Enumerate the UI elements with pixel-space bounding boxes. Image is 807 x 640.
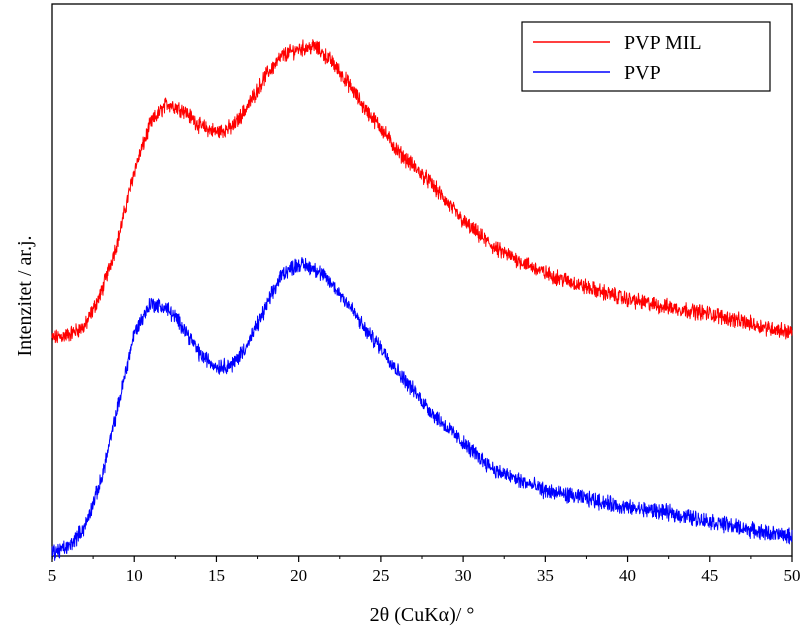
legend-box: [521, 21, 771, 92]
y-axis-title: Intenzitet / ar.j.: [14, 235, 36, 356]
x-tick-label: 40: [619, 566, 636, 585]
x-tick-label: 45: [701, 566, 718, 585]
series-layer: [51, 39, 793, 561]
legend: PVP MIL PVP: [521, 21, 771, 92]
x-tick-label: 15: [208, 566, 225, 585]
plot-frame: [51, 3, 793, 557]
series-line-pvp: [51, 257, 793, 561]
x-tick-label: 35: [537, 566, 554, 585]
x-tick-label: 50: [784, 566, 801, 585]
x-tick-label: 10: [126, 566, 143, 585]
series-line-pvp-mil: [51, 39, 793, 344]
legend-label-pvp-mil: PVP MIL: [624, 32, 702, 54]
x-axis: 5 10 15 20 25 30 35 40 45 50: [48, 556, 801, 585]
x-axis-title: 2θ (CuKα)/ °: [370, 604, 475, 626]
x-tick-label: 25: [372, 566, 389, 585]
x-tick-label: 5: [48, 566, 57, 585]
legend-label-pvp: PVP: [624, 62, 661, 84]
x-tick-label: 30: [455, 566, 472, 585]
x-tick-label: 20: [290, 566, 307, 585]
